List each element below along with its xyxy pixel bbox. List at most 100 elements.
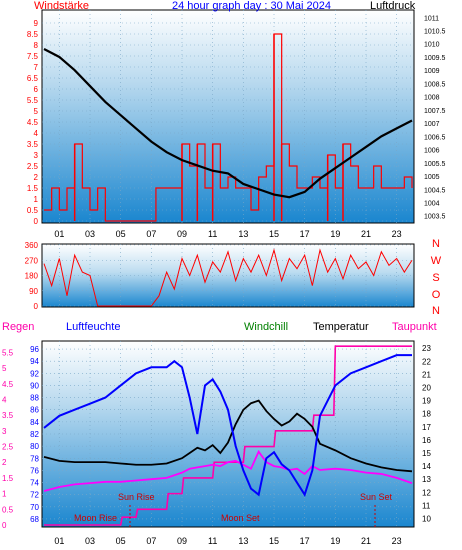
rain-tick-label: 1.5	[2, 474, 14, 483]
pressure-tick-label: 1005	[424, 174, 440, 181]
temperature-tick-label: 19	[422, 397, 431, 406]
windchill-legend: Windchill	[244, 321, 288, 333]
dewpoint-legend: Taupunkt	[392, 321, 437, 333]
humidity-tick-label: 72	[30, 491, 39, 500]
wind-direction-plot-area	[41, 243, 415, 308]
wind-tick-label: 1	[34, 195, 39, 204]
wind-tick-label: 2.5	[27, 162, 39, 171]
hour-tick-label: 01	[54, 229, 64, 239]
pressure-tick-label: 1009	[424, 68, 440, 75]
temperature-tick-label: 12	[422, 488, 431, 497]
humidity-tick-label: 70	[30, 503, 39, 512]
rain-legend: Regen	[2, 321, 34, 333]
hour-tick-label: 23	[392, 536, 402, 546]
wind-tick-label: 4	[34, 129, 39, 138]
rain-axis: 0 0.5 1 1.5 2 2.5 3 3.5 4 4.5 5 5.5	[2, 348, 14, 530]
pressure-tick-label: 1006.5	[424, 134, 446, 141]
pressure-tick-label: 1010	[424, 42, 440, 49]
temperature-tick-label: 22	[422, 357, 431, 366]
hour-tick-label: 07	[146, 229, 156, 239]
temperature-tick-label: 14	[422, 462, 431, 471]
hour-tick-label: 11	[208, 229, 217, 239]
humidity-tick-label: 86	[30, 406, 39, 415]
humidity-tick-label: 94	[30, 357, 39, 366]
hour-axis-top: 01 03 05 07 09 11 13 15 17 19 21 23	[54, 229, 401, 239]
compass-label: W	[431, 255, 442, 267]
hour-tick-label: 05	[116, 229, 126, 239]
humidity-tick-label: 88	[30, 394, 39, 403]
wind-tick-label: 6.5	[27, 74, 39, 83]
humidity-tick-label: 92	[30, 369, 39, 378]
temperature-axis: 10 11 12 13 14 15 16 17 18 19 20 21 22 23	[422, 344, 431, 523]
hour-tick-label: 19	[330, 229, 340, 239]
humidity-line	[43, 354, 412, 498]
humidity-tick-label: 82	[30, 430, 39, 439]
sun-set-label: Sun Set	[360, 492, 393, 502]
hour-tick-label: 15	[269, 536, 279, 546]
wind-tick-label: 4.5	[27, 118, 39, 127]
pressure-axis: 1003.5 1004 1004.5 1005 1005.5 1006 1006.5 1007…	[424, 15, 446, 220]
hour-tick-label: 17	[300, 229, 310, 239]
direction-degree-axis: 0 90 180 270 360	[25, 241, 39, 311]
humidity-tick-label: 68	[30, 515, 39, 524]
pressure-tick-label: 1008	[424, 95, 440, 102]
compass-label: S	[432, 272, 439, 284]
rain-tick-label: 5.5	[2, 348, 14, 357]
compass-label: O	[432, 289, 441, 301]
rain-line	[44, 345, 412, 526]
moon-set-label: Moon Set	[221, 513, 260, 523]
compass-label: N	[432, 305, 440, 317]
wind-direction-series	[43, 248, 413, 307]
hour-tick-label: 19	[330, 536, 340, 546]
hour-axis-bottom: 01 03 05 07 09 11 13 15 17 19 21 23	[54, 536, 401, 546]
wind-tick-label: 3.5	[27, 140, 39, 149]
pressure-tick-label: 1006	[424, 148, 440, 155]
temperature-tick-label: 11	[422, 501, 431, 510]
humidity-tick-label: 90	[30, 381, 39, 390]
rain-tick-label: 0	[2, 521, 7, 530]
wind-tick-label: 2	[34, 173, 39, 182]
humidity-tick-label: 80	[30, 442, 39, 451]
humidity-tick-label: 76	[30, 466, 39, 475]
temperature-tick-label: 17	[422, 423, 431, 432]
wind-tick-label: 8	[34, 41, 39, 50]
humidity-tick-label: 74	[30, 479, 39, 488]
humidity-legend: Luftfeuchte	[66, 321, 120, 333]
rain-tick-label: 4.5	[2, 380, 14, 389]
direction-tick-label: 90	[29, 287, 38, 296]
pressure-tick-label: 1003.5	[424, 214, 446, 221]
moon-rise-label: Moon Rise	[74, 513, 117, 523]
hour-tick-label: 01	[54, 536, 64, 546]
pressure-axis-title: Luftdruck	[370, 0, 416, 12]
wind-tick-label: 8.5	[27, 30, 39, 39]
pressure-tick-label: 1007	[424, 121, 440, 128]
hour-tick-label: 03	[85, 229, 95, 239]
temperature-tick-label: 21	[422, 370, 431, 379]
wind-tick-label: 0	[34, 217, 39, 226]
rain-tick-label: 2.5	[2, 443, 14, 452]
pressure-tick-label: 1010.5	[424, 29, 446, 36]
hour-tick-label: 05	[116, 536, 126, 546]
rain-tick-label: 3	[2, 427, 7, 436]
wind-direction-line	[43, 248, 413, 307]
direction-tick-label: 360	[25, 241, 39, 250]
wind-axis-title: Windstärke	[34, 0, 89, 12]
temperature-tick-label: 13	[422, 475, 431, 484]
pressure-tick-label: 1008.5	[424, 81, 446, 88]
wind-tick-label: 0.5	[27, 206, 39, 215]
chart-title: 24 hour graph day : 30 Mai 2024	[172, 0, 331, 12]
rain-tick-label: 3.5	[2, 411, 14, 420]
hour-tick-label: 17	[300, 536, 310, 546]
rain-tick-label: 2	[2, 458, 7, 467]
direction-panel-grid	[42, 244, 414, 307]
direction-tick-label: 180	[25, 272, 39, 281]
wind-tick-label: 7	[34, 63, 39, 72]
wind-speed-axis: 0 0.5 1 1.5 2 2.5 3 3.5 4 4.5 5 5.5 6 6.5 7 7.5 8 8.5 9	[27, 19, 39, 226]
humidity-tick-label: 84	[30, 418, 39, 427]
temperature-tick-label: 20	[422, 384, 431, 393]
temperature-tick-label: 16	[422, 436, 431, 445]
hour-tick-label: 23	[392, 229, 402, 239]
hour-tick-label: 07	[146, 536, 156, 546]
